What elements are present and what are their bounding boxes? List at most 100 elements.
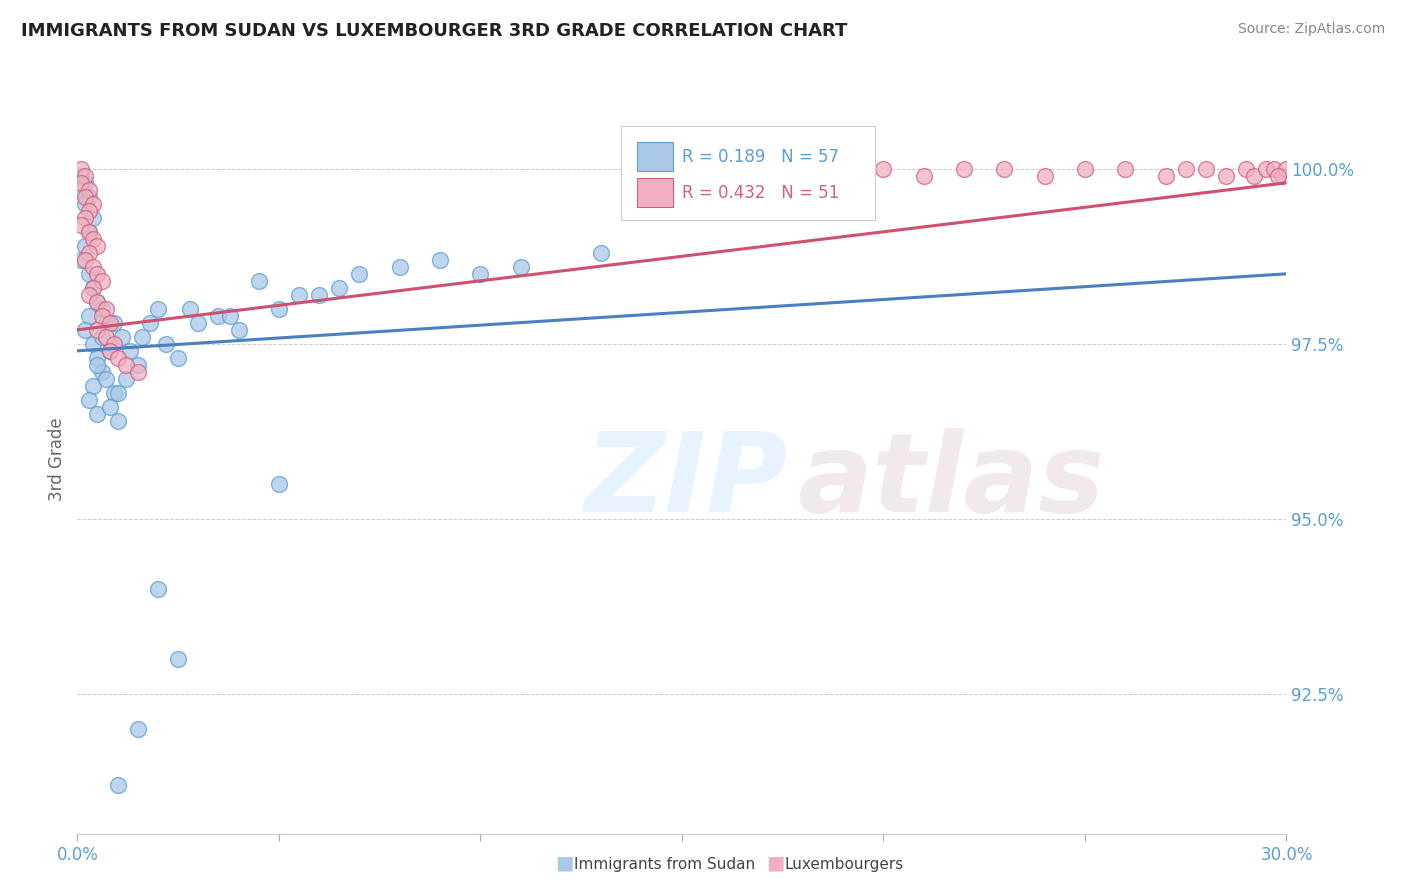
Point [103,336,125,351]
Point [82,232,104,246]
Point [75,190,97,204]
Point [1074,161,1097,176]
Point [90,330,112,344]
Point [179,301,201,316]
Point [79,225,101,239]
Point [94,316,117,330]
Point [872,161,894,176]
Point [98,316,121,330]
Point [1263,161,1285,176]
Text: Immigrants from Sudan: Immigrants from Sudan [574,857,755,872]
Y-axis label: 3rd Grade: 3rd Grade [48,417,66,501]
Point [79,245,101,260]
Text: IMMIGRANTS FROM SUDAN VS LUXEMBOURGER 3RD GRADE CORRELATION CHART: IMMIGRANTS FROM SUDAN VS LUXEMBOURGER 3R… [21,22,848,40]
Point [75,196,97,211]
Point [86,323,108,337]
Point [328,281,350,295]
Point [671,169,693,183]
Point [70,176,93,190]
Point [103,385,125,400]
Point [111,330,134,344]
Point [139,316,162,330]
Point [267,301,290,316]
Point [207,309,229,323]
Point [79,267,101,281]
Point [103,316,125,330]
Point [90,301,112,316]
Point [219,309,242,323]
Point [131,330,153,344]
Point [79,190,101,204]
Point [1256,161,1278,176]
Point [75,239,97,253]
Point [79,392,101,407]
Point [388,260,411,274]
Point [1033,169,1056,183]
Text: Luxembourgers: Luxembourgers [785,857,904,872]
Point [70,169,93,183]
Text: Source: ZipAtlas.com: Source: ZipAtlas.com [1237,22,1385,37]
Point [75,211,97,225]
Point [1267,169,1289,183]
Point [127,358,149,372]
Text: ■: ■ [555,854,574,872]
FancyBboxPatch shape [637,143,673,171]
Point [70,161,93,176]
Point [114,358,136,372]
Point [98,343,121,358]
Point [94,330,117,344]
Point [90,365,112,379]
Point [75,176,97,190]
Point [107,351,129,365]
Point [308,288,330,302]
FancyBboxPatch shape [637,178,673,207]
Text: ZIP: ZIP [585,428,789,535]
Point [832,161,855,176]
Point [86,294,108,309]
Point [75,323,97,337]
Point [509,260,531,274]
Point [953,161,976,176]
Point [1275,161,1298,176]
Text: atlas: atlas [797,428,1104,535]
Point [70,218,93,232]
Point [429,252,451,267]
Point [127,722,149,736]
Text: R = 0.189   N = 57: R = 0.189 N = 57 [682,148,839,166]
Point [82,281,104,295]
Point [167,652,190,666]
Point [70,252,93,267]
Point [86,294,108,309]
Point [86,267,108,281]
Point [114,372,136,386]
Point [912,169,935,183]
Point [107,385,129,400]
Point [79,288,101,302]
Point [98,343,121,358]
Point [107,778,129,792]
Point [1271,169,1294,183]
Point [82,211,104,225]
Point [146,301,169,316]
Point [82,379,104,393]
Point [167,351,190,365]
Point [288,288,311,302]
Point [993,161,1015,176]
Point [155,336,177,351]
Point [75,252,97,267]
Point [1234,161,1257,176]
Point [82,281,104,295]
Text: R = 0.432   N = 51: R = 0.432 N = 51 [682,184,839,202]
Text: ■: ■ [766,854,785,872]
Point [1243,169,1265,183]
Point [349,267,371,281]
Point [118,343,141,358]
Point [79,309,101,323]
Point [86,358,108,372]
Point [247,274,270,288]
Point [79,203,101,218]
Point [107,414,129,428]
Point [187,316,209,330]
Point [86,407,108,421]
Point [146,582,169,596]
